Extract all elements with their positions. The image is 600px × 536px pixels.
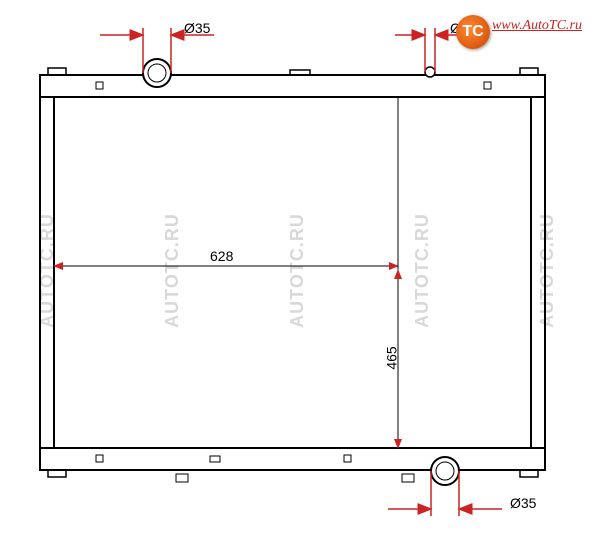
dim-width: 628 — [210, 248, 233, 264]
source-url[interactable]: www.AutoTC.ru — [492, 18, 582, 34]
dim-inlet-diameter: Ø35 — [184, 20, 210, 36]
dim-outlet-diameter: Ø35 — [510, 495, 536, 511]
logo-badge: TC — [456, 15, 490, 49]
radiator-diagram — [0, 0, 600, 536]
drawing-wrapper: AUTOTC.RU AUTOTC.RU AUTOTC.RU AUTOTC.RU … — [0, 0, 600, 536]
dim-height: 465 — [384, 346, 400, 369]
